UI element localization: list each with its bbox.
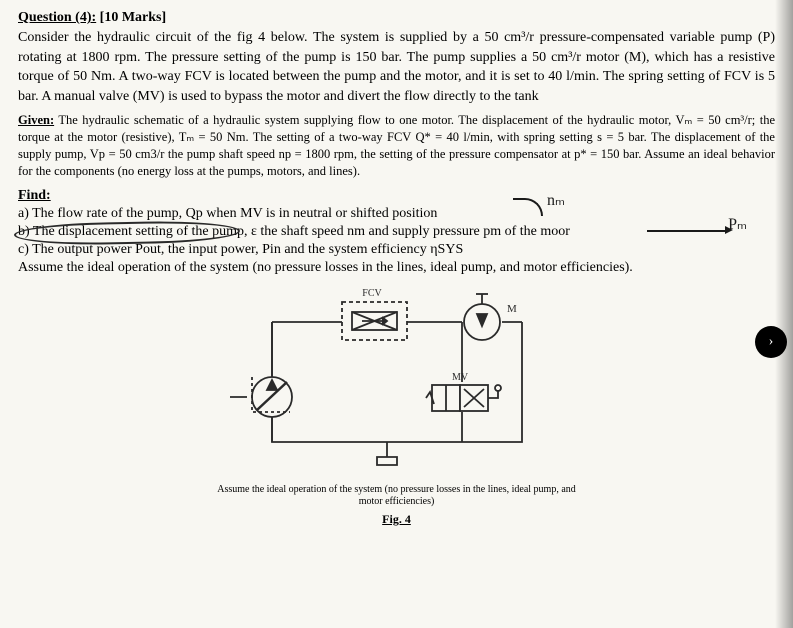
find-b-circled: b) The displacement setting of the pump,…	[18, 224, 257, 239]
question-body: Consider the hydraulic circuit of the fi…	[18, 28, 775, 106]
handwritten-nm: nₘ	[547, 190, 565, 210]
figure-container: FCV M MV	[18, 282, 775, 528]
question-number: Question (4):	[18, 10, 96, 25]
fcv-label: FCV	[362, 288, 382, 299]
question-title: Question (4): [10 Marks]	[18, 10, 775, 26]
figure-caption: Assume the ideal operation of the system…	[212, 484, 582, 526]
page-shadow	[775, 0, 793, 628]
hydraulic-schematic: FCV M MV	[212, 282, 582, 526]
m-label: M	[507, 303, 517, 315]
figure-caption-text: Assume the ideal operation of the system…	[212, 484, 582, 508]
mv-label: MV	[451, 372, 468, 383]
find-assume: Assume the ideal operation of the system…	[18, 260, 775, 276]
find-item-b: b) The displacement setting of the pump,…	[18, 224, 775, 240]
find-section: Find: a) The flow rate of the pump, Qp w…	[18, 188, 775, 276]
find-a-text: a) The flow rate of the pump, Qp when MV…	[18, 206, 437, 221]
find-item-a: a) The flow rate of the pump, Qp when MV…	[18, 206, 775, 222]
chevron-right-icon: ›	[769, 334, 774, 350]
find-b-rest: the shaft speed nm and supply pressure p…	[257, 224, 570, 239]
given-text: The hydraulic schematic of a hydraulic s…	[18, 113, 775, 178]
given-section: Given: The hydraulic schematic of a hydr…	[18, 112, 775, 180]
handwritten-arrow-pm	[647, 230, 727, 232]
find-item-c: c) The output power Pout, the input powe…	[18, 242, 775, 258]
question-marks: [10 Marks]	[100, 10, 167, 25]
next-button[interactable]: ›	[755, 326, 787, 358]
find-label: Find:	[18, 188, 775, 204]
given-label: Given:	[18, 113, 54, 127]
figure-number: Fig. 4	[212, 512, 582, 526]
